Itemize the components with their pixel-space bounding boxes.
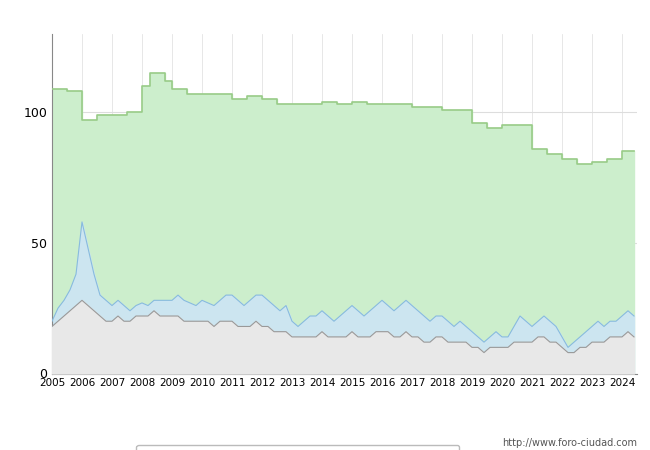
Text: http://www.foro-ciudad.com: http://www.foro-ciudad.com (502, 438, 637, 448)
Legend: Ocupados, Parados, Hab. entre 16-64: Ocupados, Parados, Hab. entre 16-64 (136, 445, 459, 450)
Text: FORO-CIUDAD.COM: FORO-CIUDAD.COM (209, 209, 480, 233)
Text: Yernes y Tameza - Evolucion de la poblacion en edad de Trabajar Mayo de 2024: Yernes y Tameza - Evolucion de la poblac… (21, 9, 629, 24)
